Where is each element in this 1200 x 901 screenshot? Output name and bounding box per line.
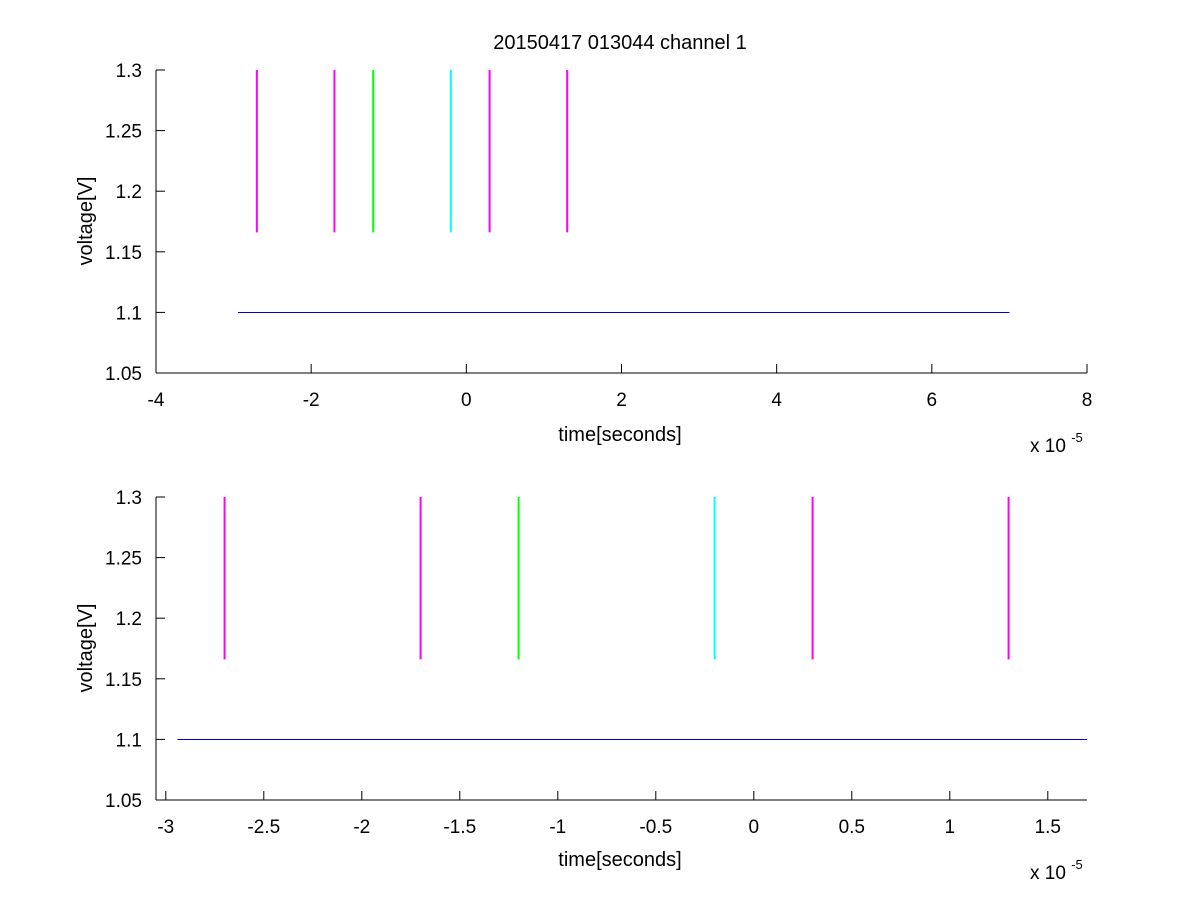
- bottom-x-multiplier: x 10 -5: [1030, 857, 1083, 884]
- top-x-tick-label-2: 0: [461, 390, 472, 411]
- bottom-y-tick-label-5: 1.3: [116, 488, 142, 509]
- top-y-tick-label-2: 1.15: [105, 243, 142, 264]
- top-x-tick-label-5: 6: [927, 390, 938, 411]
- top-y-tick-label-1: 1.1: [116, 303, 142, 324]
- bottom-x-tick-label-3: -1.5: [443, 817, 476, 838]
- bottom-x-tick-label-9: 1.5: [1035, 817, 1061, 838]
- bottom-x-multiplier-base: x 10: [1030, 863, 1066, 884]
- top-x-tick-label-4: 4: [771, 390, 782, 411]
- top-x-tick-label-3: 2: [616, 390, 627, 411]
- bottom-x-tick-label-4: -1: [549, 817, 566, 838]
- bottom-y-axis-label: voltage[V]: [75, 604, 97, 693]
- top-y-tick-label-4: 1.25: [105, 122, 142, 143]
- top-y-tick-label-3: 1.2: [116, 182, 142, 203]
- top-x-tick-label-1: -2: [303, 390, 320, 411]
- top-y-tick-label-5: 1.3: [116, 61, 142, 82]
- top-x-tick-label-0: -4: [148, 390, 165, 411]
- bottom-subplot: -3 -2.5 -2 -1.5 -1 -0.5 0 0.5 1 1.5 1.05 1.1 1.15 1.2…: [75, 488, 1087, 884]
- bottom-x-tick-label-8: 1: [945, 817, 956, 838]
- bottom-x-tick-label-6: 0: [749, 817, 760, 838]
- bottom-x-tick-label-5: -0.5: [639, 817, 672, 838]
- bottom-x-tick-label-0: -3: [157, 817, 174, 838]
- bottom-y-tick-label-4: 1.25: [105, 549, 142, 570]
- bottom-x-tick-label-2: -2: [353, 817, 370, 838]
- top-y-tick-label-0: 1.05: [105, 364, 142, 385]
- top-plot-area: -4 -2 0 2 4 6 8 1.05 1.1 1.15 1.2 1.25 1.3: [105, 61, 1092, 411]
- top-y-axis-label: voltage[V]: [75, 177, 97, 266]
- top-chart-title: 20150417 013044 channel 1: [493, 32, 747, 54]
- bottom-y-tick-label-2: 1.15: [105, 670, 142, 691]
- top-x-multiplier: x 10 -5: [1030, 430, 1083, 457]
- top-x-multiplier-exponent: -5: [1071, 430, 1083, 445]
- bottom-x-axis-label: time[seconds]: [558, 849, 681, 871]
- bottom-y-tick-label-0: 1.05: [105, 791, 142, 812]
- top-subplot: 20150417 013044 channel 1 -4 -2 0 2 4 6 8 1.05 1…: [75, 32, 1092, 457]
- bottom-x-tick-label-1: -2.5: [247, 817, 280, 838]
- top-x-multiplier-base: x 10: [1030, 436, 1066, 457]
- bottom-plot-area: -3 -2.5 -2 -1.5 -1 -0.5 0 0.5 1 1.5 1.05 1.1 1.15 1.2…: [105, 488, 1087, 838]
- bottom-x-tick-label-7: 0.5: [839, 817, 865, 838]
- bottom-x-multiplier-exponent: -5: [1071, 857, 1083, 872]
- bottom-y-tick-label-3: 1.2: [116, 609, 142, 630]
- bottom-y-tick-label-1: 1.1: [116, 730, 142, 751]
- top-x-tick-label-6: 8: [1082, 390, 1093, 411]
- top-x-axis-label: time[seconds]: [558, 424, 681, 446]
